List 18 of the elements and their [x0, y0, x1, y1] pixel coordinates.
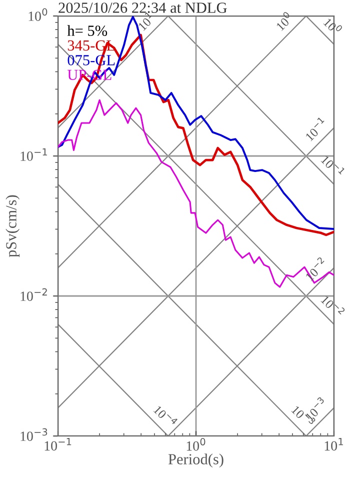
- x-axis-title: Period(s): [168, 454, 224, 468]
- annotation: 10$^{0}$: [274, 11, 294, 31]
- y-axis-title: pSv(cm/s): [6, 195, 20, 258]
- y-tick-label: 10$^{−3}$: [20, 428, 48, 441]
- annotation: 10$^{−1}$: [303, 116, 328, 142]
- annotation: 10$^{−4}$: [153, 403, 178, 428]
- chart-title: 2025/10/26 22:34 at NDLG: [58, 2, 227, 13]
- annotation: 10$^{−2}$: [303, 256, 328, 282]
- x-tick-label: 10$^{−1}$: [44, 438, 72, 451]
- y-tick-label: 10$^{−1}$: [20, 148, 47, 161]
- legend-title: h= 5%: [67, 25, 108, 36]
- annotation: 10$^{0}$: [323, 16, 343, 36]
- x-tick-label: 10$^{0}$: [186, 438, 206, 451]
- y-tick-label: 10$^{0}$: [28, 8, 48, 21]
- annotation: 10$^{−2}$: [320, 293, 346, 318]
- x-tick-label: 10$^{1}$: [324, 438, 343, 451]
- annotation: 10$^{−1}$: [320, 153, 346, 178]
- y-tick-label: 10$^{−2}$: [20, 288, 47, 301]
